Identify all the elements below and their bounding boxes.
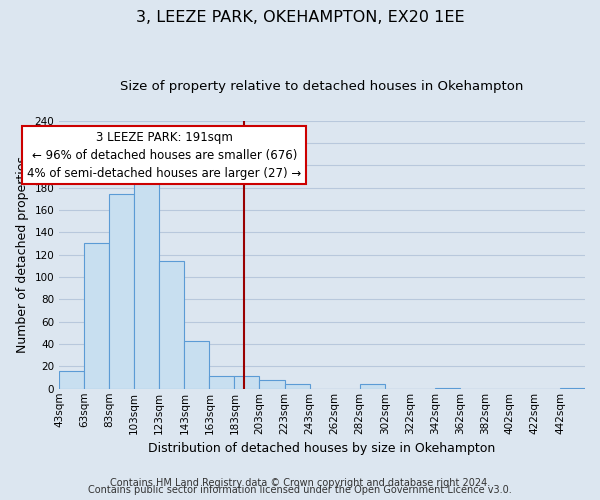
Bar [159,262,184,389]
Title: Size of property relative to detached houses in Okehampton: Size of property relative to detached ho… [121,80,524,93]
Text: 3 LEEZE PARK: 191sqm
← 96% of detached houses are smaller (676)
4% of semi-detac: 3 LEEZE PARK: 191sqm ← 96% of detached h… [27,130,301,180]
Bar [59,371,84,389]
Bar [235,376,259,389]
Bar [184,340,209,389]
Bar [560,388,585,389]
Bar [359,384,385,389]
Bar [109,194,134,389]
Text: Contains HM Land Registry data © Crown copyright and database right 2024.: Contains HM Land Registry data © Crown c… [110,478,490,488]
Text: 3, LEEZE PARK, OKEHAMPTON, EX20 1EE: 3, LEEZE PARK, OKEHAMPTON, EX20 1EE [136,10,464,25]
X-axis label: Distribution of detached houses by size in Okehampton: Distribution of detached houses by size … [148,442,496,455]
Bar [259,380,284,389]
Y-axis label: Number of detached properties: Number of detached properties [16,156,29,353]
Bar [209,376,235,389]
Bar [134,181,159,389]
Bar [435,388,460,389]
Bar [84,244,109,389]
Bar [284,384,310,389]
Text: Contains public sector information licensed under the Open Government Licence v3: Contains public sector information licen… [88,485,512,495]
